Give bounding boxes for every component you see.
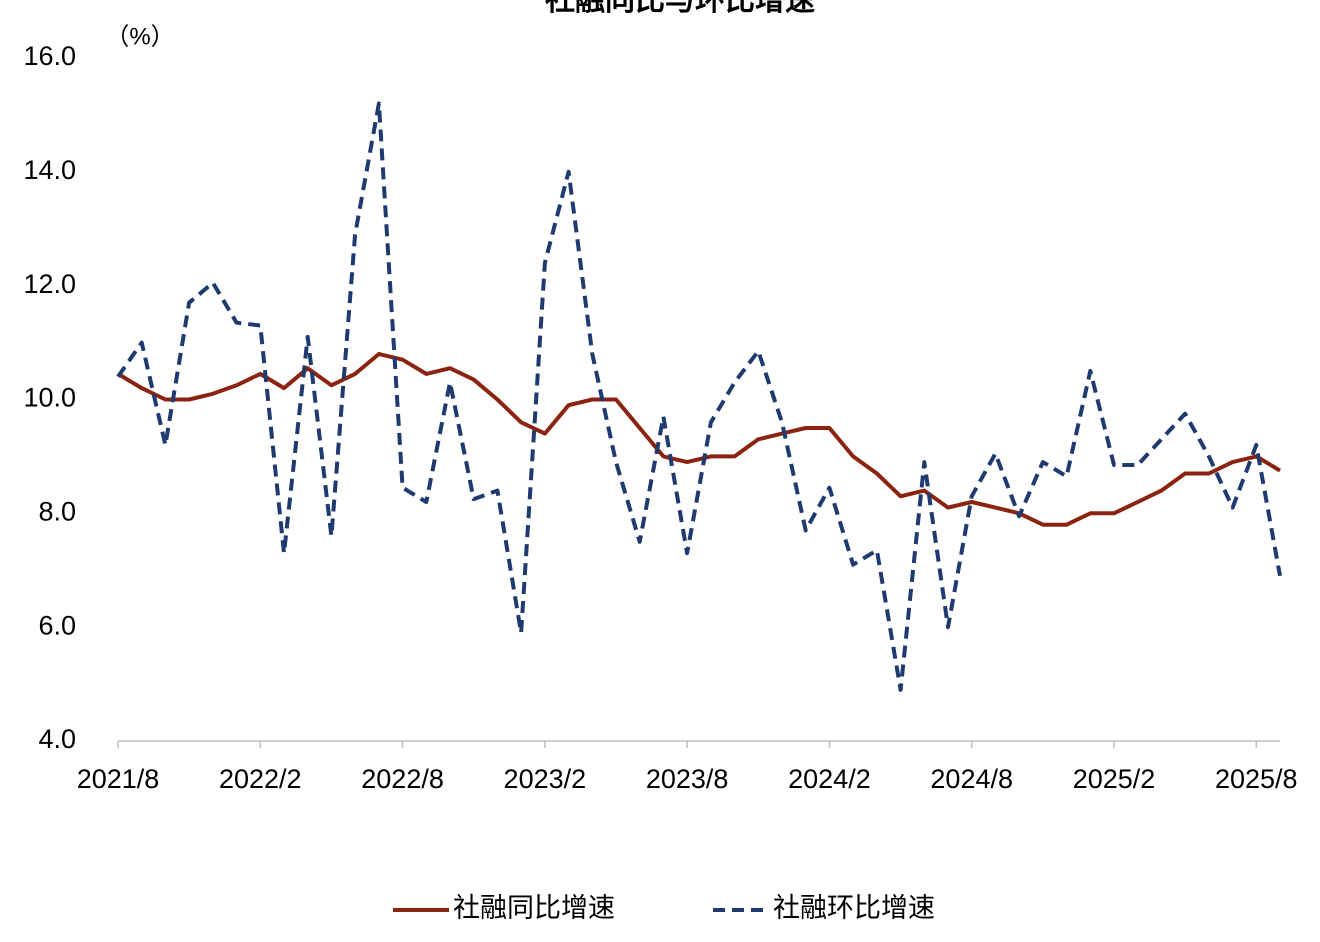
y-tick-label: 12.0: [23, 269, 76, 299]
y-tick-label: 8.0: [38, 496, 76, 526]
y-tick-label: 14.0: [23, 155, 76, 185]
x-tick-label: 2025/8: [1215, 764, 1298, 794]
series-line: [116, 352, 1282, 527]
x-tick-label: 2024/8: [930, 764, 1013, 794]
chart-title: 社融同比与环比增速: [545, 0, 815, 17]
legend-label: 社融环比增速: [773, 893, 935, 923]
series-line: [116, 101, 1282, 692]
y-unit-label: （%）: [105, 23, 174, 50]
legend-label: 社融同比增速: [453, 893, 615, 923]
x-tick-label: 2024/2: [788, 764, 871, 794]
x-tick-label: 2022/8: [361, 764, 444, 794]
y-tick-label: 4.0: [38, 724, 76, 754]
y-tick-label: 10.0: [23, 383, 76, 413]
x-tick-label: 2023/8: [646, 764, 729, 794]
y-tick-label: 6.0: [38, 610, 76, 640]
x-tick-label: 2022/2: [219, 764, 302, 794]
x-tick-label: 2021/8: [77, 764, 160, 794]
y-tick-label: 16.0: [23, 41, 76, 71]
x-tick-label: 2025/2: [1073, 764, 1156, 794]
x-tick-label: 2023/2: [504, 764, 587, 794]
